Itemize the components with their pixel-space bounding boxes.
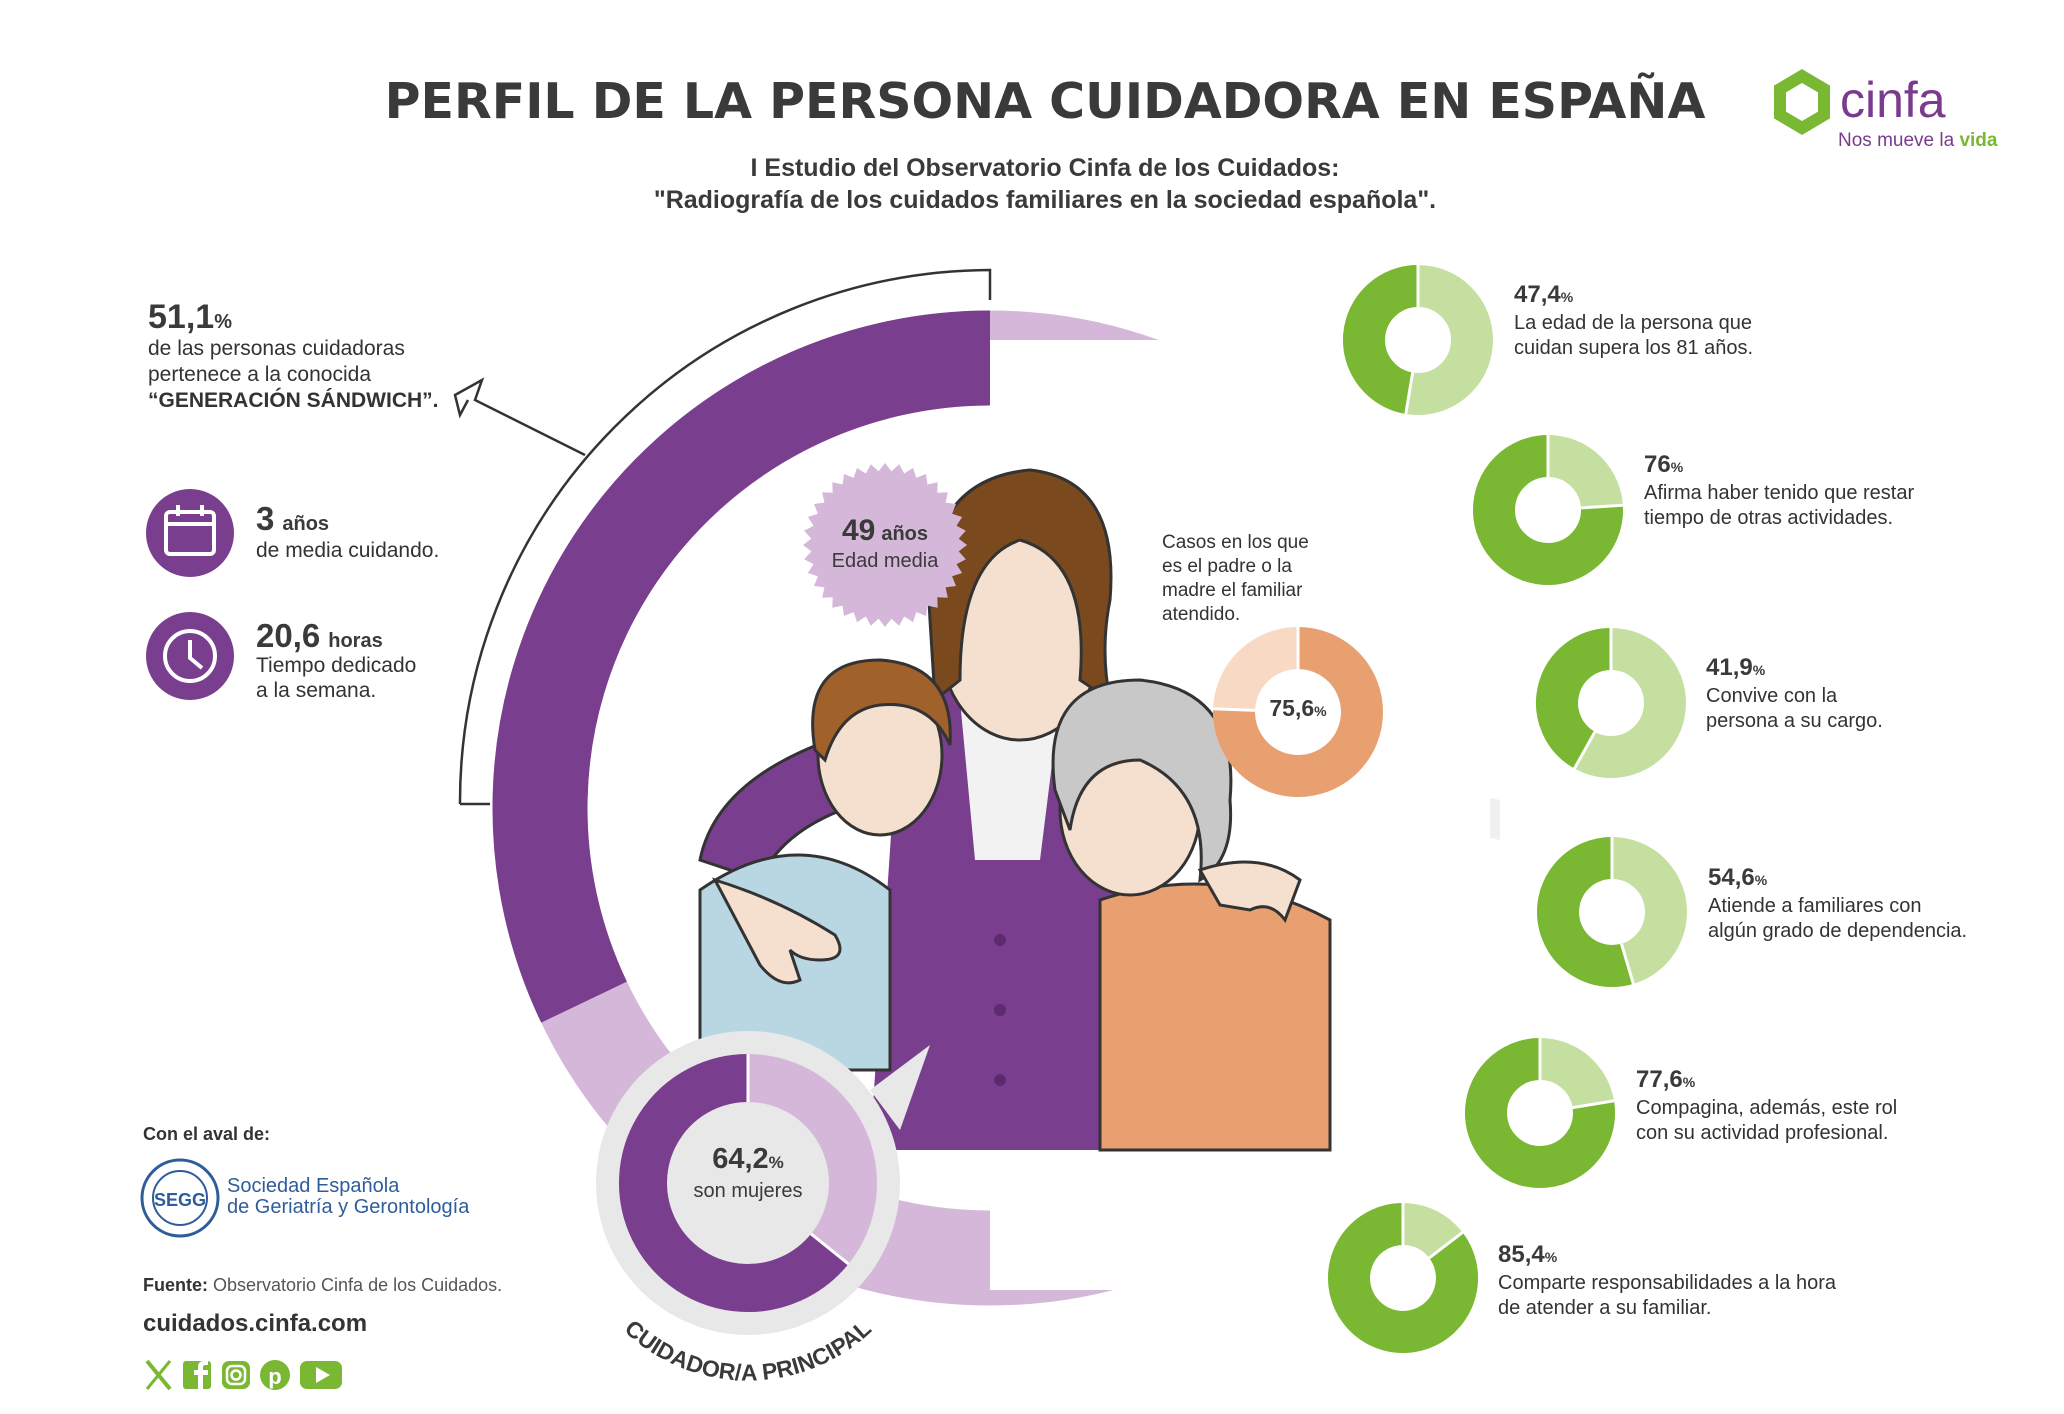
average-age-badge: 49 años Edad media xyxy=(803,463,967,627)
youtube-icon[interactable] xyxy=(300,1361,342,1389)
instagram-icon[interactable] xyxy=(222,1361,250,1389)
pinterest-icon[interactable]: p xyxy=(260,1360,290,1390)
age-badge-shape xyxy=(803,463,967,627)
right-stat-3: 41,9% Convive con la persona a su cargo. xyxy=(1536,628,1883,778)
right-stat-2: 76% Afirma haber tenido que restar tiempo … xyxy=(1473,435,1914,585)
source-line: Fuente: Observatorio Cinfa de los Cuidad… xyxy=(143,1275,502,1295)
stat-donut-6 xyxy=(1328,1203,1478,1353)
stat-line1-3: Convive con la xyxy=(1706,685,1838,707)
stat-donut-3-fill xyxy=(1536,628,1613,769)
years-value: 3 años xyxy=(256,500,329,537)
boy-hair xyxy=(811,658,952,763)
x-icon[interactable] xyxy=(145,1359,172,1391)
women-label: son mujeres xyxy=(694,1180,803,1202)
stat-donut-4 xyxy=(1537,837,1687,987)
stat-line1-1: La edad de la persona que xyxy=(1514,312,1752,334)
stat-line2-5: con su actividad profesional. xyxy=(1636,1122,1888,1144)
stat-donut-2 xyxy=(1473,435,1623,585)
women-donut-fill xyxy=(619,1054,849,1312)
stat-value-6: 85,4% xyxy=(1498,1241,1558,1268)
svg-text:p: p xyxy=(268,1364,281,1389)
age-label: Edad media xyxy=(832,550,940,572)
parent-text-line-3: madre el familiar xyxy=(1162,580,1303,601)
society-line-2: de Geriatría y Gerontología xyxy=(227,1196,470,1218)
stat-line2-4: algún grado de dependencia. xyxy=(1708,920,1967,942)
right-stat-6: 85,4% Comparte responsabilidades a la hor… xyxy=(1328,1203,1837,1353)
parent-donut-fill xyxy=(1213,627,1383,797)
parent-value: 75,6% xyxy=(1269,695,1327,721)
seal-letters: SEGG xyxy=(154,1190,206,1210)
bracket-outline xyxy=(458,268,992,805)
website-link[interactable]: cuidados.cinfa.com xyxy=(143,1310,367,1337)
sandwich-line-1: de las personas cuidadoras xyxy=(148,337,405,360)
grandmother-body xyxy=(1098,882,1332,1152)
sandwich-line-2: pertenece a la conocida xyxy=(148,363,371,386)
parent-text-line-4: atendido. xyxy=(1162,604,1240,625)
stat-donut-1-fill xyxy=(1343,265,1420,414)
stat-donut-5 xyxy=(1465,1038,1615,1188)
years-label: de media cuidando. xyxy=(256,539,439,562)
stat-donut-2-fill xyxy=(1473,435,1623,585)
stat-donut-5-fill xyxy=(1465,1038,1615,1188)
stat-line1-6: Comparte responsabilidades a la hora xyxy=(1498,1272,1837,1294)
family-illustration xyxy=(698,468,1332,1152)
sandwich-value: 51,1% xyxy=(148,298,232,336)
facebook-icon[interactable] xyxy=(183,1361,211,1389)
sandwich-stat: 51,1% de las personas cuidadoras pertene… xyxy=(148,298,439,412)
stat-donut-3 xyxy=(1536,628,1686,778)
cinfa-hexagon-icon xyxy=(1774,69,1830,135)
segg-seal-logo: SEGG xyxy=(140,1158,220,1238)
right-stat-5: 77,6% Compagina, además, este rol con su a… xyxy=(1465,1038,1897,1188)
cinfa-tagline: Nos mueve la vida xyxy=(1838,130,1998,151)
stat-line1-2: Afirma haber tenido que restar xyxy=(1644,482,1914,504)
cinfa-wordmark: cinfa xyxy=(1840,72,1946,128)
parent-text-line-1: Casos en los que xyxy=(1162,532,1309,553)
stat-donut-6-fill xyxy=(1328,1203,1478,1353)
stat-donut-4-fill xyxy=(1537,837,1634,987)
women-donut-chart xyxy=(619,1054,877,1312)
stat-value-1: 47,4% xyxy=(1514,281,1574,308)
right-stat-4: 54,6% Atiende a familiares con algún grado… xyxy=(1537,837,1967,987)
women-block: 64,2% son mujeres CUIDADOR/A PRINCIPAL xyxy=(596,1031,930,1386)
stat-donut-1 xyxy=(1343,265,1493,415)
stat-value-3: 41,9% xyxy=(1706,654,1766,681)
cinfa-logo: cinfa Nos mueve la vida xyxy=(1774,69,1998,151)
calendar-icon xyxy=(146,489,234,577)
footer: Con el aval de: SEGG Sociedad Española d… xyxy=(140,1124,502,1391)
hours-stat: 20,6 horas Tiempo dedicado a la semana. xyxy=(146,612,416,702)
stat-line2-3: persona a su cargo. xyxy=(1706,710,1883,732)
hours-value: 20,6 horas xyxy=(256,617,383,654)
arc-fill-main-caregiver xyxy=(492,310,991,1023)
page-title: PERFIL DE LA PERSONA CUIDADORA EN ESPAÑA xyxy=(385,71,1706,130)
parent-text-line-2: es el padre o la xyxy=(1162,556,1292,577)
hours-line-2: a la semana. xyxy=(256,679,376,702)
grandmother-hair xyxy=(1051,678,1233,883)
subtitle-line-1: I Estudio del Observatorio Cinfa de los … xyxy=(751,154,1340,182)
parent-cases-block: Casos en los que es el padre o la madre … xyxy=(1162,532,1383,797)
stat-line2-1: cuidan supera los 81 años. xyxy=(1514,337,1753,359)
right-stat-1: 47,4% La edad de la persona que cuidan sup… xyxy=(1343,265,1753,415)
stat-line1-5: Compagina, además, este rol xyxy=(1636,1097,1897,1119)
mother-hair xyxy=(927,468,1113,704)
stat-value-2: 76% xyxy=(1644,451,1684,478)
stat-line2-6: de atender a su familiar. xyxy=(1498,1297,1711,1319)
stat-line2-2: tiempo de otras actividades. xyxy=(1644,507,1893,529)
parent-donut-chart xyxy=(1213,627,1383,797)
endorsed-label: Con el aval de: xyxy=(143,1124,270,1144)
stat-value-5: 77,6% xyxy=(1636,1066,1696,1093)
stat-value-4: 54,6% xyxy=(1708,864,1768,891)
arrow-connector xyxy=(453,377,586,457)
stat-line1-4: Atiende a familiares con xyxy=(1708,895,1921,917)
age-value: 49 años xyxy=(842,514,928,547)
right-stats-list: 47,4% La edad de la persona que cuidan sup… xyxy=(1328,265,1967,1353)
hours-line-1: Tiempo dedicado xyxy=(256,654,416,677)
women-value: 64,2% xyxy=(712,1143,784,1175)
society-line-1: Sociedad Española xyxy=(227,1175,400,1197)
years-stat: 3 años de media cuidando. xyxy=(146,489,439,577)
sandwich-line-3: “GENERACIÓN SÁNDWICH”. xyxy=(148,388,439,412)
subtitle-line-2: "Radiografía de los cuidados familiares … xyxy=(654,186,1436,214)
